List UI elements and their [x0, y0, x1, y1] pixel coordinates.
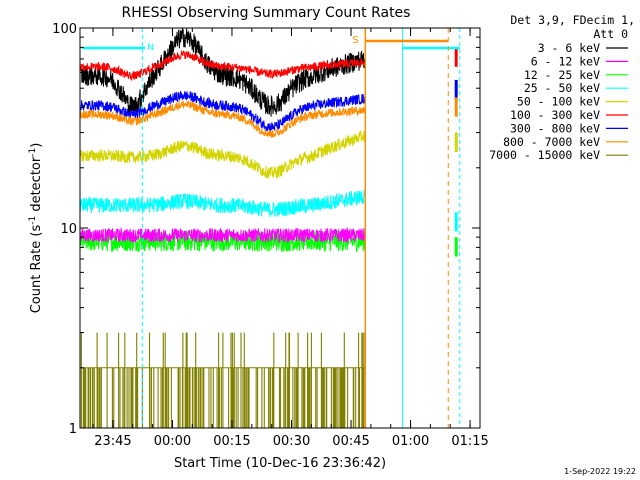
series-100-300-kev: [79, 49, 366, 82]
x-tick-label: 00:45: [332, 434, 369, 449]
series-300-800-kev: [79, 91, 366, 132]
x-tick-label: 01:15: [451, 434, 488, 449]
series-800-7000-kev: [79, 100, 366, 138]
data-layer: [79, 27, 458, 428]
legend-entry-label: 12 - 25 keV: [524, 68, 600, 82]
series-25-50-kev: [79, 188, 366, 218]
chart-title: RHESSI Observing Summary Count Rates: [122, 5, 411, 21]
x-tick-label: 00:15: [213, 434, 250, 449]
x-tick-label: 00:00: [154, 434, 191, 449]
x-tick-label: 23:45: [94, 434, 131, 449]
y-tick-label: 10: [60, 222, 77, 237]
legend-header-1: Det 3,9, FDecim 1,: [510, 13, 635, 27]
axis-layer: 23:45 00:00 00:15 00:30 00:45 01:00 01:15 1 10 10…: [52, 22, 489, 449]
series-50-100-kev: [79, 129, 366, 180]
legend-entry-label: 800 - 7000 keV: [503, 135, 600, 149]
footer-date: 1-Sep-2022 19:22: [564, 467, 636, 476]
x-tick-label: 00:30: [273, 434, 310, 449]
y-axis-label: Count Rate (s-1 detector-1): [28, 143, 44, 314]
legend-header-2: Att 0: [593, 27, 628, 41]
y-tick-label: 100: [52, 22, 77, 37]
x-tick-label: 01:00: [392, 434, 429, 449]
legend-entry-label: 100 - 300 keV: [510, 108, 600, 122]
series-3-6-kev: [79, 27, 366, 117]
legend-entry-label: 6 - 12 keV: [531, 54, 600, 68]
legend-entry-label: 25 - 50 keV: [524, 81, 600, 95]
legend-entry-label: 300 - 800 keV: [510, 121, 600, 135]
legend-entry-label: 50 - 100 keV: [517, 95, 600, 109]
x-axis-label: Start Time (10-Dec-16 23:36:42): [174, 456, 386, 471]
night-marker-label: N: [147, 43, 154, 53]
legend-entry-label: 3 - 6 keV: [538, 41, 600, 55]
saa-marker-label: S: [352, 35, 358, 46]
legend-entry-label: 7000 - 15000 keV: [489, 148, 600, 162]
y-tick-label: 1: [69, 422, 77, 437]
series-7000-15000-kev: [80, 332, 365, 428]
series-6-12-kev: [79, 226, 366, 244]
